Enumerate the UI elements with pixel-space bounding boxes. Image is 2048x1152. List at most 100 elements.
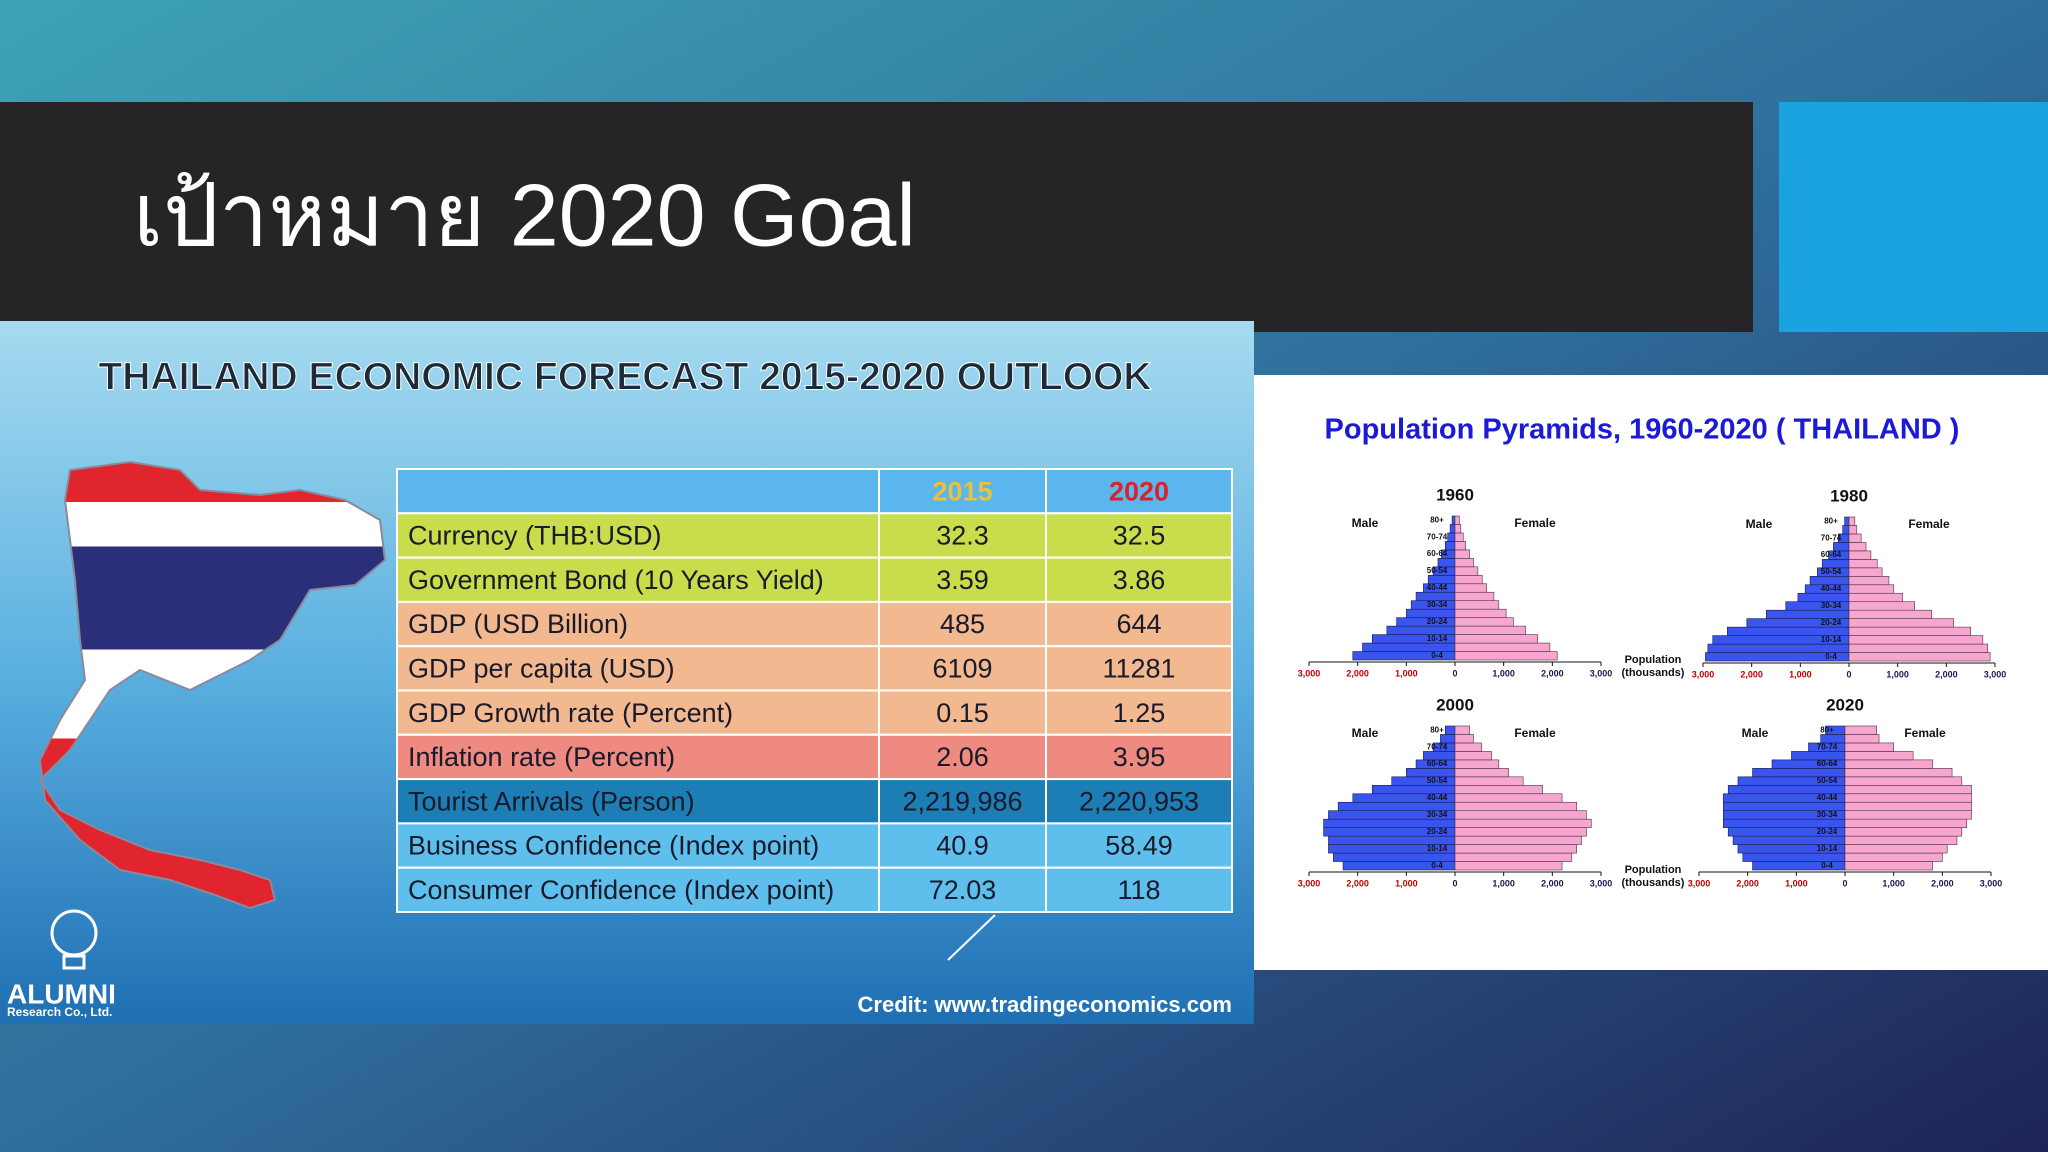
female-bar [1454,600,1500,610]
x-tick-label: 3,000 [1298,878,1321,888]
female-bar [1454,541,1467,551]
age-label: 20-24 [1427,617,1448,626]
x-tick-label: 1,000 [1882,878,1905,888]
slide-title: เป้าหมาย 2020 Goal [133,165,916,264]
axis-label: Population [1625,864,1682,876]
female-bar [1454,759,1500,769]
row-label: Currency (THB:USD) [408,521,662,551]
cell-value: 40.9 [936,831,989,861]
age-label: 10-14 [1821,635,1842,644]
female-bar [1848,584,1895,594]
table-row [396,689,1233,736]
table-row [396,733,1233,781]
x-tick-label: 2,000 [1346,668,1369,678]
pyramid-panel [1254,375,2048,970]
female-bar [1454,591,1495,602]
x-tick-label: 0 [1846,669,1851,679]
female-bar [1454,558,1474,568]
cell-value: 118 [1117,875,1160,905]
bulb-base [62,954,86,970]
age-label: 60-64 [1821,550,1842,559]
female-bar [1454,617,1514,627]
male-label: Male [1352,726,1379,740]
axis-label: Population [1625,654,1682,666]
x-tick-label: 0 [1452,878,1457,888]
female-bar [1848,567,1883,577]
x-tick-label: 3,000 [1984,669,2007,679]
female-bar [1454,532,1464,542]
male-bar [1449,524,1456,534]
row-label: GDP per capita (USD) [408,653,675,683]
female-bar [1848,643,1988,653]
female-bar [1844,818,1967,828]
female-label: Female [1908,517,1950,531]
female-bar [1454,818,1592,828]
female-bar [1844,725,1877,735]
age-label: 70-74 [1817,742,1838,751]
cell-value: 3.59 [936,565,989,595]
female-bar [1454,549,1470,559]
female-bar [1454,651,1558,661]
x-tick-label: 2,000 [1541,878,1564,888]
female-bar [1844,835,1958,845]
x-tick-label: 0 [1452,668,1457,678]
age-label: 0-4 [1431,861,1443,870]
male-bar [1444,725,1456,735]
axis-label: (thousands) [1622,667,1685,679]
year-header: 2020 [1109,476,1169,506]
x-tick-label: 3,000 [1298,668,1321,678]
row-label: Consumer Confidence (Index point) [408,875,834,905]
row-label: Inflation rate (Percent) [408,742,675,772]
female-bar [1454,574,1483,585]
pyramid-year: 2020 [1826,695,1864,714]
female-bar [1844,759,1933,769]
female-bar [1848,525,1858,535]
x-tick-label: 2,000 [1931,878,1954,888]
table-row [396,512,1233,559]
female-bar [1454,625,1526,635]
age-label: 0-4 [1431,651,1443,660]
female-bar [1848,592,1903,603]
pyramid-year: 2000 [1436,695,1474,714]
female-bar [1454,827,1587,837]
female-bar [1844,734,1880,744]
cell-value: 6109 [932,653,992,683]
female-bar [1454,776,1524,786]
x-tick-label: 2,000 [1346,878,1369,888]
logo-subtitle: Research Co., Ltd. [7,1005,112,1019]
cell-value: 644 [1116,609,1161,639]
age-label: 70-74 [1427,532,1448,541]
female-bar [1844,810,1972,820]
female-bar [1848,575,1890,586]
x-tick-label: 3,000 [1590,668,1613,678]
age-label: 40-44 [1817,793,1838,802]
age-label: 20-24 [1817,827,1838,836]
age-label: 80+ [1430,515,1444,524]
x-tick-label: 3,000 [1692,669,1715,679]
female-bar [1848,533,1862,543]
female-bar [1454,566,1479,576]
female-bar [1454,861,1563,871]
pyramid-year: 1980 [1830,486,1868,505]
age-label: 30-34 [1427,810,1448,819]
female-bar [1454,810,1587,820]
age-label: 70-74 [1821,533,1842,542]
age-label: 80+ [1820,725,1834,734]
age-label: 30-34 [1821,601,1842,610]
female-bar [1454,784,1543,795]
female-bar [1844,844,1948,854]
female-bar [1844,801,1972,812]
female-bar [1848,635,1984,645]
age-label: 60-64 [1427,759,1448,768]
cell-value: 2.06 [936,742,989,772]
x-tick-label: 0 [1842,878,1847,888]
cell-value: 1.25 [1113,698,1166,728]
forecast-table: 2015 2020 Currency (THB:USD) 32.3 32.5 Govern… [396,468,1233,914]
female-bar [1844,827,1963,837]
age-label: 80+ [1824,516,1838,525]
cell-value: 32.5 [1113,521,1166,551]
female-bar [1844,751,1914,761]
row-label: Government Bond (10 Years Yield) [408,565,824,595]
age-label: 40-44 [1427,583,1448,592]
x-tick-label: 1,000 [1785,878,1808,888]
